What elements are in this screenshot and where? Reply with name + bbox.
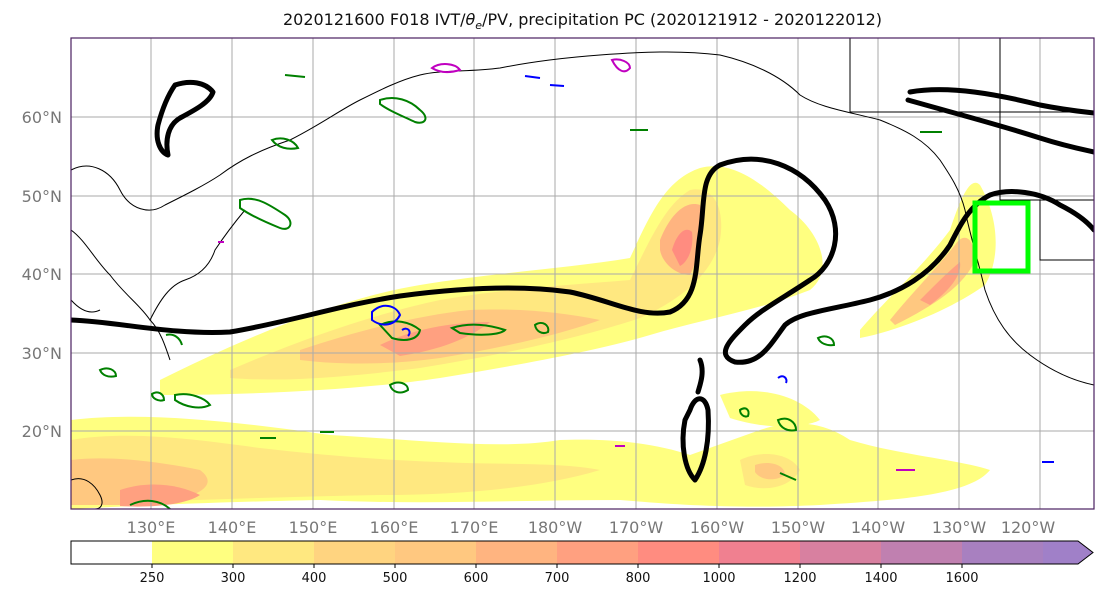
pv-contours bbox=[218, 58, 1054, 471]
lon-label: 150°E bbox=[289, 518, 338, 537]
latitude-labels: 60°N 50°N 40°N 30°N 20°N bbox=[22, 108, 62, 441]
lat-label: 30°N bbox=[22, 344, 62, 363]
lon-label: 180°W bbox=[528, 518, 583, 537]
lon-label: 170°E bbox=[450, 518, 499, 537]
colorbar-tick-label: 250 bbox=[140, 571, 165, 586]
colorbar-tick-label: 300 bbox=[221, 571, 246, 586]
theta-symbol: θ bbox=[465, 10, 476, 29]
colorbar-tick-label: 600 bbox=[464, 571, 489, 586]
colorbar-tick-label: 1200 bbox=[783, 571, 816, 586]
colorbar-tick-label: 1600 bbox=[945, 571, 978, 586]
colorbar-segment bbox=[800, 541, 881, 564]
ivt-contours bbox=[71, 79, 1094, 483]
coastlines bbox=[71, 38, 1094, 509]
lat-label: 60°N bbox=[22, 108, 62, 127]
lon-label: 120°W bbox=[1001, 518, 1056, 537]
colorbar-segment bbox=[719, 541, 800, 564]
colorbar-tick-label: 1400 bbox=[864, 571, 897, 586]
colorbar-segment bbox=[476, 541, 557, 564]
colorbar-tick-label: 500 bbox=[383, 571, 408, 586]
highlight-box bbox=[972, 200, 1031, 274]
lat-label: 20°N bbox=[22, 422, 62, 441]
colorbar-tick-label: 1000 bbox=[702, 571, 735, 586]
colorbar-tick-label: 800 bbox=[626, 571, 651, 586]
lon-label: 150°W bbox=[771, 518, 826, 537]
theta-e-contours bbox=[98, 74, 942, 509]
lon-label: 130°E bbox=[127, 518, 176, 537]
lat-label: 40°N bbox=[22, 265, 62, 284]
colorbar-extend-arrow bbox=[1043, 541, 1093, 564]
graticule bbox=[71, 38, 1094, 509]
colorbar-segment bbox=[881, 541, 962, 564]
map-frame bbox=[70, 37, 1095, 510]
colorbar-segment bbox=[962, 541, 1043, 564]
lon-label: 160°W bbox=[690, 518, 745, 537]
colorbar-tick-label: 700 bbox=[545, 571, 570, 586]
colorbar-tick-label: 400 bbox=[302, 571, 327, 586]
colorbar-segment bbox=[314, 541, 395, 564]
colorbar-outline bbox=[70, 540, 1094, 565]
lon-label: 130°W bbox=[932, 518, 987, 537]
lon-label: 160°E bbox=[370, 518, 419, 537]
theta-subscript: e bbox=[475, 19, 483, 33]
colorbar-segment bbox=[638, 541, 719, 564]
map-title: 2020121600 F018 IVT/θe/PV, precipitation… bbox=[282, 10, 883, 33]
lon-label: 140°W bbox=[851, 518, 906, 537]
colorbar-segment bbox=[152, 541, 233, 564]
colorbar-segment bbox=[233, 541, 314, 564]
lon-label: 140°E bbox=[208, 518, 257, 537]
lat-label: 50°N bbox=[22, 187, 62, 206]
colorbar-segment bbox=[71, 541, 152, 564]
colorbar-segment bbox=[395, 541, 476, 564]
colorbar: 250 300 400 500 600 700 800 1000 1200 1400 1600 bbox=[70, 540, 1094, 586]
longitude-labels: 130°E 140°E 150°E 160°E 170°E 180°W 170°… bbox=[127, 518, 1056, 537]
lon-label: 170°W bbox=[609, 518, 664, 537]
colorbar-segment bbox=[557, 541, 638, 564]
